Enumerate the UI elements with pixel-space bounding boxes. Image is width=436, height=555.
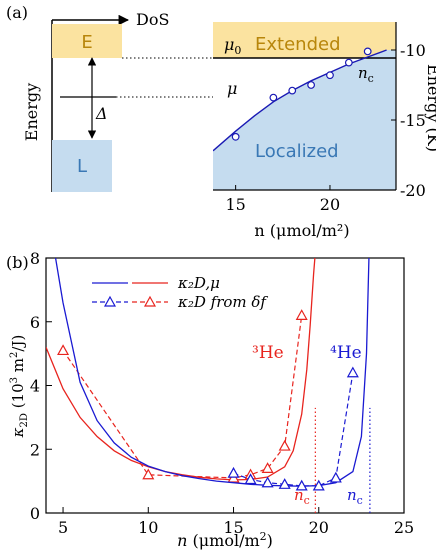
b-y-tick-label: 2 <box>30 440 40 459</box>
dos-axis-label: DoS <box>136 10 169 29</box>
he3-kappa-df-marker <box>261 462 274 473</box>
a-x-axis-label: n (μmol/m²) <box>254 221 349 240</box>
b-y-tick-label: 6 <box>30 313 40 332</box>
he4-kappa-df-marker <box>278 478 291 489</box>
legend-line-label: κ₂D,μ <box>177 274 220 292</box>
extended-region-label: Extended <box>255 34 341 55</box>
a-data-point <box>363 47 372 56</box>
he4-kappa-df-marker <box>227 466 240 478</box>
localized-band-label: L <box>77 156 87 177</box>
localized-region <box>213 50 396 190</box>
he4-kappa-df-marker <box>312 479 325 491</box>
b-x-tick-label: 10 <box>138 518 158 537</box>
legend: κ₂D,μ κ₂D from δf <box>92 274 268 311</box>
a-data-point <box>269 93 278 102</box>
he3-kappa-df-marker <box>295 309 308 320</box>
nc-label-he4: nc <box>347 486 363 507</box>
he4-kappa-mu-curve <box>54 258 370 487</box>
b-x-tick-label: 20 <box>309 518 329 537</box>
he4-label: ⁴He <box>330 343 362 363</box>
a-right-axis-label: Energy (K) <box>424 64 436 152</box>
nc-label-he3: nc <box>294 486 310 507</box>
he3-label: ³He <box>252 343 284 363</box>
mu-curve <box>213 49 387 152</box>
legend-he4-triangle <box>103 295 117 307</box>
localized-band-block <box>52 140 112 192</box>
mu-label: μ <box>227 79 237 98</box>
a-data-point <box>231 132 240 141</box>
a-data-point <box>307 81 316 89</box>
a-data-point <box>288 86 297 95</box>
a-x-tick-label: 20 <box>320 195 340 214</box>
he4-kappa-df-marker <box>346 366 359 378</box>
b-x-tick-label: 15 <box>223 518 243 537</box>
energy-axis-label: Energy <box>22 83 41 141</box>
he4-kappa-df-marker <box>329 471 342 483</box>
localized-region-label: Localized <box>255 141 339 162</box>
a-data-point <box>344 58 353 67</box>
extended-band-label: E <box>81 32 92 53</box>
he4-kappa-df-marker <box>261 476 274 488</box>
b-y-tick-label: 4 <box>30 377 40 396</box>
he4-kappa-df-marker <box>244 473 257 485</box>
a-x-tick-label: 15 <box>225 195 245 214</box>
a-y-tick-label: -15 <box>400 111 426 130</box>
gap-delta-label: Δ <box>95 104 108 123</box>
he4-kappa-df-series <box>233 372 354 487</box>
he3-kappa-mu-curve <box>46 258 316 481</box>
a-y-tick-label: -20 <box>400 181 426 200</box>
legend-he3-triangle <box>143 295 157 307</box>
nc-label-a: nc <box>358 64 374 85</box>
b-x-tick-label: 25 <box>394 518 414 537</box>
b-x-tick-label: 5 <box>58 518 68 537</box>
he3-kappa-df-marker <box>278 439 291 451</box>
b-x-axis-label: n (μmol/m2) <box>177 530 273 550</box>
legend-marker-label: κ₂D from δf <box>177 293 268 311</box>
he3-kappa-df-marker <box>57 344 70 356</box>
panel-a-label: (a) <box>6 3 28 22</box>
b-y-axis-label: κ2D (103 m2/J) <box>9 335 30 439</box>
b-y-tick-label: 8 <box>30 249 40 268</box>
mu0-label: μ0 <box>224 35 241 57</box>
panel-b-label: (b) <box>6 253 29 272</box>
he3-kappa-df-marker <box>142 468 155 480</box>
he3-kappa-df-series <box>62 315 303 479</box>
extended-band-block <box>52 24 122 58</box>
a-y-tick-label: -10 <box>400 41 426 60</box>
he4-kappa-df-marker <box>295 479 308 491</box>
a-data-point <box>326 71 334 80</box>
b-y-tick-label: 0 <box>30 504 40 523</box>
